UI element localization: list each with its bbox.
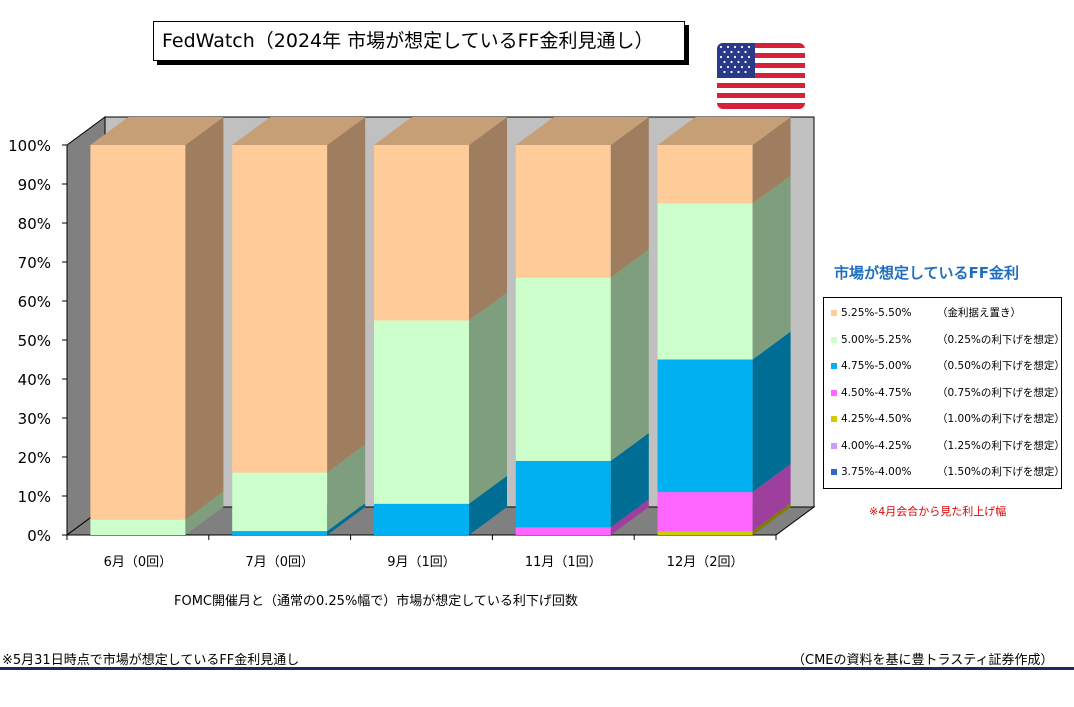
legend-note-label: （1.00%の利下げを想定） [937, 413, 1065, 425]
bar-group [515, 117, 649, 535]
legend-item: 4.50%-4.75% （0.75%の利下げを想定） [831, 386, 1065, 400]
x-category-label: 11月（1回） [525, 555, 602, 570]
x-category-label: 12月（2回） [667, 555, 744, 570]
legend-range-label: 4.25%-4.50% [841, 413, 912, 425]
legend-range-label: 5.25%-5.50% [841, 307, 912, 319]
legend-range-label: 4.50%-4.75% [841, 386, 912, 399]
bar-segment [657, 145, 753, 204]
legend-note-label: （1.50%の利下げを想定） [937, 466, 1065, 478]
y-tick-label: 30% [18, 410, 51, 428]
bar-segment-side [752, 503, 791, 535]
bar-top [232, 117, 366, 145]
bar-segment [232, 472, 328, 532]
legend-note-label: （金利据え置き） [937, 307, 1021, 319]
bar-segment-side [327, 444, 366, 532]
legend-title: 市場が想定しているFF金利 [834, 264, 1020, 282]
legend-note-label: （0.50%の利下げを想定） [937, 360, 1065, 372]
bar-group [90, 117, 224, 535]
bottom-divider [0, 667, 1074, 670]
us-flag-icon [717, 43, 805, 109]
bar-segment-side [469, 475, 507, 535]
y-tick-label: 80% [18, 215, 51, 233]
legend-note: ※4月会合から見た利上げ幅 [869, 505, 1007, 518]
legend-item: 4.00%-4.25% （1.25%の利下げを想定） [831, 439, 1065, 453]
bar-segment [515, 145, 611, 278]
bar-segment [374, 320, 469, 504]
bar-segment [232, 145, 328, 473]
legend-note-label: （1.25%の利下げを想定） [937, 439, 1065, 452]
bar-segment-side [185, 491, 224, 535]
y-tick-label: 50% [18, 332, 51, 350]
bar-segment [657, 531, 753, 535]
bar-segment [232, 531, 328, 535]
bar-segment-side [327, 503, 366, 535]
chart-title: FedWatch（2024年 市場が想定しているFF金利見通し） [153, 21, 685, 61]
x-category-label: 7月（0回） [245, 555, 314, 570]
legend-swatch [831, 416, 837, 422]
bar-segment [515, 277, 611, 461]
bar-top [374, 117, 507, 145]
legend-item: 4.75%-5.00% （0.50%の利下げを想定） [831, 359, 1065, 373]
legend-item: 5.00%-5.25% （0.25%の利下げを想定） [831, 333, 1065, 347]
x-axis-title: FOMC開催月と（通常の0.25%幅で）市場が想定している利下げ回数 [174, 594, 578, 609]
legend-swatch [831, 363, 837, 369]
legend-range-label: 5.00%-5.25% [841, 333, 912, 346]
y-tick-label: 90% [18, 176, 51, 194]
y-tick-label: 20% [18, 449, 51, 467]
bar-top [90, 117, 224, 145]
y-tick-label: 70% [18, 254, 51, 272]
legend-swatch [831, 442, 837, 449]
bar-segment-side [610, 499, 649, 535]
bar-segment [90, 519, 186, 535]
legend-swatch [831, 389, 837, 396]
x-category-label: 6月（0回） [104, 555, 173, 570]
x-category-label: 9月（1回） [387, 555, 456, 570]
y-tick-label: 10% [18, 488, 51, 506]
bar-top [515, 117, 649, 145]
bar-segment-side [752, 175, 791, 360]
legend: 5.25%-5.50% （金利据え置き） 5.00%-5.25% （0.25%の利下げ… [823, 297, 1065, 489]
bar-top [657, 117, 791, 145]
bar-segment-side [185, 117, 224, 520]
footnote-date: ※5月31日時点で市場が想定しているFF金利見通し [2, 653, 300, 668]
bar-segment-side [469, 292, 507, 504]
bar-segment [374, 145, 469, 321]
bar-segment-side [610, 117, 649, 278]
bar-segment [374, 503, 469, 535]
bar-segment-side [327, 117, 366, 473]
bar-group [657, 117, 791, 535]
legend-note-label: （0.75%の利下げを想定） [937, 386, 1065, 399]
legend-item: 4.25%-4.50% （1.00%の利下げを想定） [831, 412, 1065, 426]
legend-range-label: 4.75%-5.00% [841, 360, 912, 372]
legend-item: 5.25%-5.50% （金利据え置き） [831, 306, 1021, 320]
y-tick-label: 0% [27, 527, 51, 545]
bar-group [232, 117, 366, 535]
bar-segment-side [752, 117, 791, 204]
bar-segment-side [610, 249, 649, 461]
bar-segment [657, 359, 753, 493]
y-tick-label: 40% [18, 371, 51, 389]
bar-segment-side [610, 432, 649, 528]
legend-swatch [831, 310, 837, 316]
legend-item: 3.75%-4.00% （1.50%の利下げを想定） [831, 465, 1065, 479]
y-tick-label: 100% [8, 137, 51, 155]
bar-segment-side [752, 331, 791, 493]
bar-segment [90, 145, 186, 520]
legend-swatch [831, 336, 837, 343]
footnote-source: （CMEの資料を基に豊トラスティ証券作成） [792, 653, 1054, 668]
legend-note-label: （0.25%の利下げを想定） [937, 333, 1065, 346]
legend-range-label: 3.75%-4.00% [841, 466, 912, 478]
bar-segment-side [752, 464, 791, 532]
y-tick-label: 60% [18, 293, 51, 311]
bar-segment [515, 527, 611, 535]
bar-segment [515, 460, 611, 528]
bar-segment [657, 203, 753, 360]
legend-range-label: 4.00%-4.25% [841, 439, 912, 452]
bar-segment-side [469, 117, 507, 321]
bar-group [374, 117, 507, 535]
legend-swatch [831, 469, 837, 475]
bar-segment [657, 492, 753, 532]
